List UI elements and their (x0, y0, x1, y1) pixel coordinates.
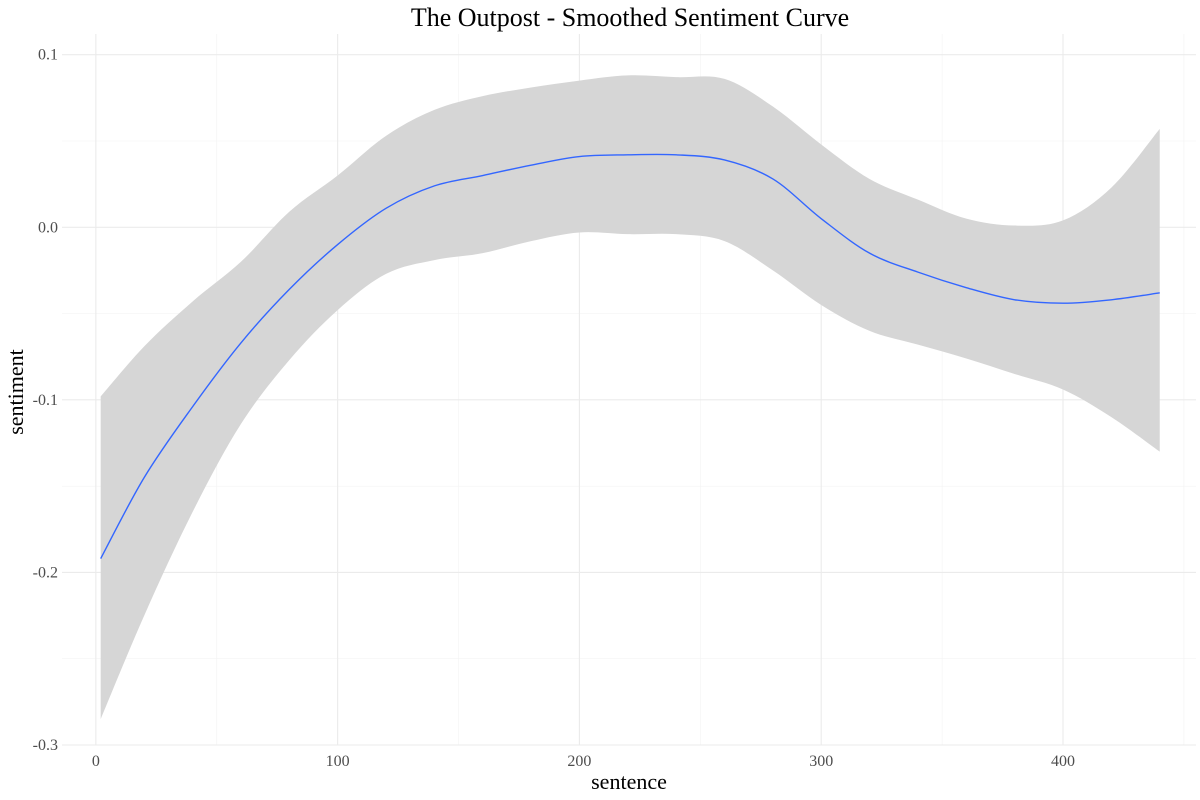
x-axis-tick-labels: 0 100 200 300 400 (92, 753, 1075, 770)
x-tick-label: 400 (1051, 753, 1075, 770)
smoothed-sentiment-line (100, 153, 1160, 559)
y-tick-label: -0.1 (33, 392, 58, 409)
y-tick-label: 0.1 (38, 47, 58, 64)
chart-title: The Outpost - Smoothed Sentiment Curve (411, 3, 849, 32)
confidence-band (100, 75, 1160, 720)
x-tick-label: 0 (92, 753, 100, 770)
y-axis-tick-labels: -0.3 -0.2 -0.1 0.0 0.1 (33, 47, 58, 754)
x-tick-label: 100 (326, 753, 350, 770)
x-tick-label: 300 (809, 753, 833, 770)
y-tick-label: -0.2 (33, 564, 58, 581)
x-tick-label: 200 (567, 753, 591, 770)
y-tick-label: -0.3 (33, 737, 58, 754)
y-axis-title: sentiment (3, 349, 28, 435)
y-tick-label: 0.0 (38, 219, 58, 236)
x-axis-title: sentence (591, 769, 667, 794)
